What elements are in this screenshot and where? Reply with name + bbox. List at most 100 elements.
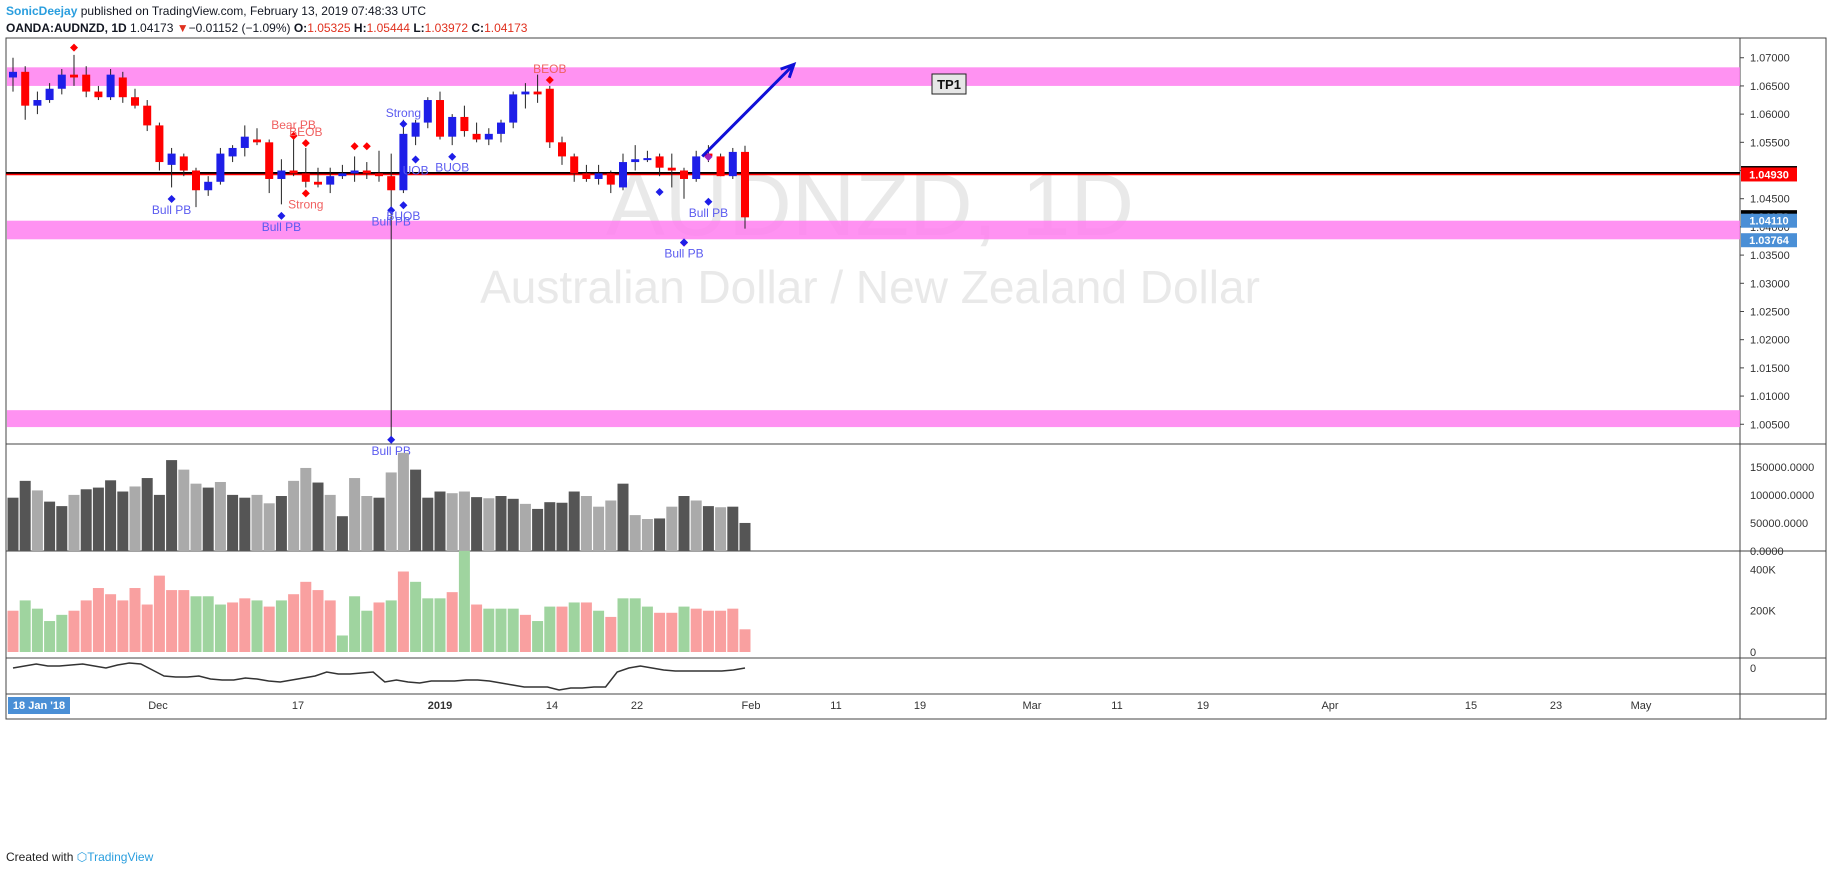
indicator-bar <box>373 602 385 652</box>
pattern-label: Bull PB <box>689 206 728 220</box>
indicator-bar <box>105 594 117 652</box>
indicator-bar <box>31 608 43 652</box>
volume-bar <box>617 483 629 551</box>
indicator-tick-label: 200K <box>1750 606 1776 618</box>
annotation-marker-icon <box>411 155 420 164</box>
annotation-marker-icon <box>545 76 554 85</box>
candle-body <box>606 173 615 185</box>
indicator-bar <box>727 608 739 652</box>
pattern-label: Bear PB <box>271 118 316 132</box>
volume-bar <box>678 496 690 551</box>
time-axis-label: 14 <box>546 700 558 712</box>
indicator-bar <box>202 596 214 652</box>
volume-bar <box>44 501 56 551</box>
candle-body <box>277 170 286 179</box>
indicator-bar <box>275 600 287 652</box>
annotation-marker-icon <box>167 194 176 203</box>
indicator-bar <box>410 581 422 652</box>
low-label: L: <box>413 21 425 35</box>
volume-bar <box>166 460 178 551</box>
candle-body <box>728 151 737 177</box>
candle-body <box>338 173 347 177</box>
candle-body <box>399 133 408 191</box>
price-tick-label: 1.05500 <box>1750 137 1790 149</box>
volume-tick-label: 100000.0000 <box>1750 490 1814 502</box>
volume-bar <box>288 480 300 551</box>
volume-bar <box>641 519 653 551</box>
indicator-bar <box>324 600 336 652</box>
candle-body <box>192 170 200 191</box>
volume-bar <box>129 486 141 551</box>
author-link[interactable]: SonicDeejay <box>6 4 78 18</box>
candle-body <box>179 156 188 171</box>
indicator-bar <box>446 592 458 652</box>
price-label-text: 1.04930 <box>1749 169 1789 181</box>
change-value: −0.01152 (−1.09%) <box>188 21 291 35</box>
symbol-label: OANDA:AUDNZD, 1D <box>6 21 127 35</box>
indicator-bar <box>666 612 678 652</box>
tradingview-logo-icon: ⬡ <box>76 850 88 864</box>
volume-tick-label: 0.0000 <box>1750 546 1784 558</box>
price-tick-label: 1.01500 <box>1750 363 1790 375</box>
candle-body <box>533 91 542 95</box>
indicator-bar <box>397 571 409 652</box>
annotation-marker-icon <box>399 119 408 128</box>
indicator-bar <box>263 606 275 652</box>
indicator-bar <box>654 612 666 652</box>
tradingview-brand-link[interactable]: TradingView <box>87 850 154 864</box>
publish-line: SonicDeejay published on TradingView.com… <box>6 4 426 18</box>
volume-bar <box>446 493 458 551</box>
candle-body <box>741 151 749 218</box>
indicator-bar <box>629 598 641 652</box>
indicator-bar <box>495 608 507 652</box>
volume-bar <box>312 482 324 551</box>
price-tick-label: 1.02000 <box>1750 335 1790 347</box>
indicator-bar <box>678 606 690 652</box>
candle-body <box>33 100 42 106</box>
tp1-box <box>931 73 967 95</box>
volume-bar <box>422 497 434 551</box>
volume-bar <box>385 472 397 551</box>
price-tick-label: 1.02500 <box>1750 306 1790 318</box>
time-axis-label: 11 <box>1111 700 1122 712</box>
indicator-bar <box>349 596 361 652</box>
volume-bar <box>80 489 92 551</box>
price-tick-label: 1.07000 <box>1750 53 1790 65</box>
volume-bar <box>654 518 666 551</box>
volume-tick-label: 150000.0000 <box>1750 462 1814 474</box>
indicator-bar <box>715 610 727 652</box>
arrow-head-icon <box>780 62 797 79</box>
indicator-bar <box>239 598 251 652</box>
volume-bar <box>105 480 117 551</box>
indicator-bar <box>80 600 92 652</box>
volume-bar <box>300 467 312 551</box>
indicator-bar <box>556 606 568 652</box>
candle-body <box>423 100 432 123</box>
indicator-bar <box>19 600 31 652</box>
indicator-bar <box>336 635 348 652</box>
pattern-label: BEOB <box>533 62 566 76</box>
volume-bar <box>666 506 678 551</box>
volume-bar <box>361 496 373 551</box>
indicator-bar <box>7 610 19 652</box>
annotation-marker-icon <box>301 139 310 148</box>
pattern-label: UOB <box>403 164 429 178</box>
time-axis-label: 19 <box>914 700 926 712</box>
candle-body <box>509 94 518 123</box>
volume-bar <box>593 506 605 551</box>
price-tick-label: 1.04500 <box>1750 194 1790 206</box>
candle-body <box>521 91 530 95</box>
volume-bar <box>239 497 251 551</box>
pattern-label: Strong <box>288 197 323 211</box>
close-value: 1.04173 <box>484 21 528 35</box>
volume-bar <box>532 508 544 551</box>
volume-bar <box>141 478 153 551</box>
volume-bar <box>68 494 80 551</box>
volume-bar <box>56 506 68 551</box>
annotation-marker-icon <box>680 238 688 247</box>
candle-body <box>594 173 603 179</box>
volume-bar <box>556 502 568 551</box>
volume-bar <box>702 506 714 551</box>
indicator-bar <box>166 590 178 652</box>
